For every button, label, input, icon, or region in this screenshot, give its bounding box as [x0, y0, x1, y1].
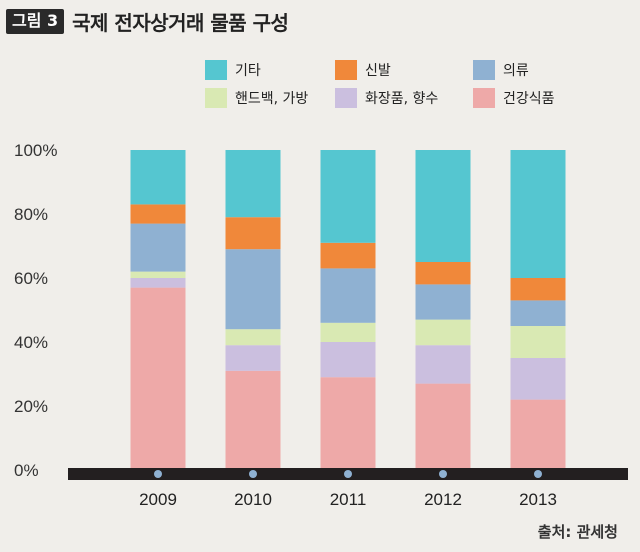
- bar-segment: [415, 383, 471, 470]
- bar-segment: [225, 150, 281, 218]
- y-tick-label: 0%: [14, 461, 39, 480]
- bar-segment: [415, 319, 471, 346]
- x-axis-dot: [249, 470, 257, 478]
- legend-label: 건강식품: [503, 91, 555, 107]
- bar-segment: [510, 399, 566, 470]
- bar-segment: [510, 358, 566, 400]
- legend-item: 화장품, 향수: [335, 88, 438, 108]
- bar-segment: [225, 249, 281, 330]
- legend-swatch: [335, 60, 357, 80]
- y-tick-label: 40%: [14, 333, 48, 352]
- legend-label: 신발: [365, 63, 391, 79]
- x-tick-label: 2009: [139, 490, 177, 509]
- x-axis-dot: [344, 470, 352, 478]
- legend-item: 의류: [473, 60, 529, 80]
- bar-segment: [415, 262, 471, 285]
- legend-item: 건강식품: [473, 88, 555, 108]
- bar-segment: [320, 377, 376, 470]
- bar-segment: [130, 223, 186, 272]
- x-tick-label: 2011: [330, 490, 367, 509]
- legend-label: 핸드백, 가방: [235, 91, 309, 107]
- bar-segment: [130, 287, 186, 470]
- bar-segment: [225, 370, 281, 470]
- bar-segment: [510, 278, 566, 301]
- legend-swatch: [473, 60, 495, 80]
- bar-segment: [415, 345, 471, 384]
- bar-segment: [130, 150, 186, 205]
- x-axis-dot: [154, 470, 162, 478]
- bar-segment: [415, 150, 471, 262]
- bar-segment: [320, 150, 376, 243]
- x-axis-dot: [534, 470, 542, 478]
- x-tick-label: 2013: [519, 490, 557, 509]
- bar-segment: [510, 326, 566, 358]
- x-tick-label: 2010: [234, 490, 272, 509]
- legend-item: 기타: [205, 60, 261, 80]
- legend-item: 핸드백, 가방: [205, 88, 308, 108]
- figure-number-badge: 그림 3: [6, 8, 65, 34]
- legend-swatch: [335, 88, 357, 108]
- legend-swatch: [473, 88, 495, 108]
- figure-title-row: 그림 3 국제 전자상거래 물품 구성: [6, 6, 289, 36]
- x-tick-label: 2012: [424, 490, 462, 509]
- y-tick-label: 80%: [14, 205, 48, 224]
- bar-segment: [320, 242, 376, 269]
- bar-segment: [130, 278, 186, 288]
- legend-swatch: [205, 60, 227, 80]
- bar-segment: [225, 217, 281, 250]
- y-tick-label: 60%: [14, 269, 48, 288]
- bar-segment: [320, 342, 376, 378]
- bar-segment: [510, 300, 566, 326]
- bar-segment: [320, 322, 376, 342]
- bar-segment: [130, 204, 186, 224]
- legend-item: 신발: [335, 60, 391, 80]
- bar-segment: [225, 345, 281, 371]
- legend-label: 의류: [503, 63, 529, 79]
- legend-label: 기타: [235, 63, 261, 79]
- bar-segment: [510, 150, 566, 278]
- legend-swatch: [205, 88, 227, 108]
- source-note: 출처: 관세청: [537, 523, 618, 541]
- bar-segment: [415, 284, 471, 320]
- legend-label: 화장품, 향수: [365, 91, 439, 107]
- y-tick-label: 100%: [14, 141, 57, 160]
- y-tick-label: 20%: [14, 397, 48, 416]
- bar-segment: [320, 268, 376, 323]
- bar-segment: [225, 329, 281, 346]
- bar-segment: [130, 271, 186, 278]
- chart-title: 국제 전자상거래 물품 구성: [72, 10, 289, 35]
- x-axis-dot: [439, 470, 447, 478]
